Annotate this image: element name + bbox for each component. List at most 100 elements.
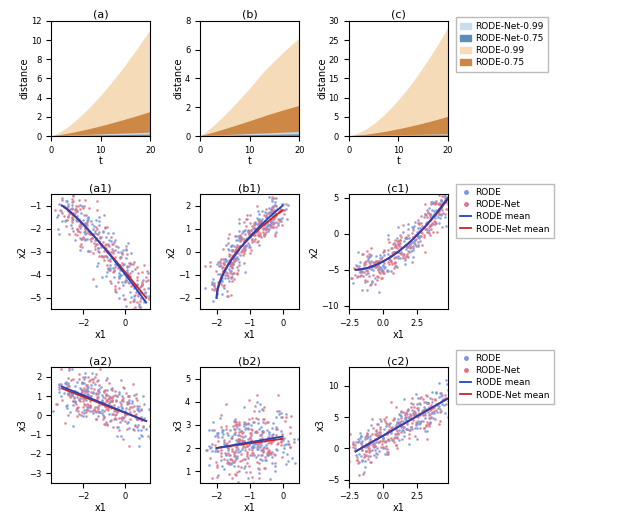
- Point: [232, 431, 243, 439]
- Point: [383, 426, 394, 434]
- Point: [61, 216, 72, 224]
- Point: [355, 267, 365, 276]
- Point: [267, 448, 277, 456]
- Point: [246, 436, 256, 444]
- Point: [218, 436, 228, 445]
- Point: [102, 248, 112, 256]
- Point: [381, 413, 391, 421]
- Point: [371, 252, 381, 261]
- Point: [132, 405, 142, 414]
- Point: [109, 263, 120, 271]
- Point: [237, 245, 247, 254]
- Point: [241, 241, 251, 250]
- Point: [403, 230, 413, 239]
- Point: [246, 431, 256, 439]
- Point: [356, 286, 367, 295]
- Point: [230, 254, 241, 263]
- Point: [232, 263, 242, 271]
- Point: [269, 450, 279, 459]
- Point: [415, 418, 425, 426]
- Point: [74, 375, 84, 383]
- Point: [428, 198, 438, 206]
- Point: [260, 230, 271, 239]
- Point: [90, 216, 100, 225]
- Point: [120, 411, 131, 419]
- Point: [370, 445, 380, 454]
- Point: [101, 376, 111, 385]
- Point: [64, 230, 74, 238]
- Point: [393, 239, 403, 248]
- Point: [367, 278, 378, 286]
- Point: [266, 218, 276, 227]
- Point: [230, 470, 240, 479]
- Point: [218, 284, 228, 292]
- Point: [379, 245, 389, 254]
- Point: [71, 215, 81, 224]
- Point: [406, 423, 417, 431]
- Point: [372, 276, 382, 284]
- Point: [68, 397, 78, 405]
- Point: [133, 269, 143, 277]
- Point: [218, 430, 228, 438]
- Point: [396, 416, 406, 425]
- Point: [61, 197, 71, 206]
- Point: [52, 400, 63, 408]
- Point: [130, 291, 140, 299]
- Point: [435, 408, 445, 416]
- Point: [254, 425, 264, 433]
- Point: [280, 460, 291, 469]
- Point: [366, 279, 376, 288]
- Point: [72, 412, 82, 420]
- Point: [413, 231, 423, 240]
- Point: [264, 429, 274, 438]
- Point: [268, 429, 278, 438]
- Point: [378, 444, 388, 453]
- Point: [369, 259, 380, 267]
- Point: [392, 432, 402, 441]
- Point: [232, 249, 243, 257]
- Point: [82, 380, 92, 389]
- Point: [363, 452, 373, 460]
- Point: [365, 436, 375, 445]
- Point: [387, 260, 397, 268]
- Point: [417, 222, 427, 230]
- Point: [356, 441, 367, 449]
- Point: [413, 232, 424, 240]
- Point: [109, 256, 120, 265]
- Point: [282, 449, 292, 458]
- Point: [264, 449, 275, 457]
- Point: [435, 401, 445, 409]
- Point: [85, 403, 95, 411]
- Point: [223, 446, 233, 455]
- Point: [353, 438, 363, 446]
- Point: [392, 244, 403, 252]
- Point: [122, 398, 132, 406]
- Point: [83, 373, 93, 381]
- Point: [238, 237, 248, 245]
- Point: [79, 386, 89, 394]
- Point: [367, 263, 378, 271]
- Point: [221, 422, 231, 430]
- Point: [276, 438, 287, 446]
- Point: [265, 475, 275, 483]
- Point: [236, 427, 246, 435]
- Point: [228, 458, 238, 466]
- Point: [403, 225, 413, 234]
- Point: [429, 212, 439, 220]
- Point: [353, 434, 363, 443]
- Point: [255, 431, 265, 440]
- Point: [89, 385, 99, 393]
- Point: [239, 243, 250, 252]
- Point: [109, 401, 120, 409]
- Point: [282, 200, 292, 209]
- Point: [56, 217, 67, 226]
- Point: [218, 244, 228, 253]
- Point: [435, 182, 445, 190]
- Point: [78, 234, 88, 242]
- Point: [412, 238, 422, 247]
- Point: [236, 242, 246, 250]
- Point: [111, 409, 121, 418]
- Point: [227, 247, 237, 255]
- Point: [348, 440, 358, 448]
- Point: [275, 204, 285, 212]
